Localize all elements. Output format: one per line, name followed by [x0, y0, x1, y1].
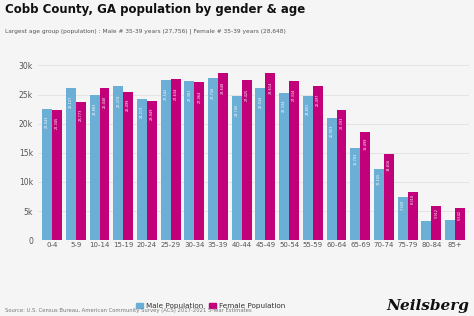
Text: Source: U.S. Census Bureau, American Community Survey (ACS) 2017-2021 5-Year Est: Source: U.S. Census Bureau, American Com… [5, 308, 252, 313]
Bar [218, 73, 228, 240]
Bar [194, 82, 204, 240]
Text: 24,745: 24,745 [235, 103, 239, 116]
Bar [100, 88, 109, 240]
Text: 26,034: 26,034 [258, 96, 263, 108]
Text: 27,634: 27,634 [173, 87, 178, 100]
Text: 22,543: 22,543 [45, 115, 49, 128]
Text: 14,816: 14,816 [387, 158, 391, 171]
Bar [76, 102, 86, 240]
Text: 23,773: 23,773 [79, 109, 83, 121]
Text: Cobb County, GA population by gender & age: Cobb County, GA population by gender & a… [5, 3, 305, 16]
Text: 23,949: 23,949 [150, 108, 154, 120]
Text: 27,542: 27,542 [164, 88, 168, 100]
Text: 22,393: 22,393 [339, 116, 344, 129]
Bar [374, 169, 384, 240]
Text: Largest age group (population) : Male # 35-39 years (27,756) | Female # 35-39 ye: Largest age group (population) : Male # … [5, 28, 286, 34]
Text: 26,127: 26,127 [69, 95, 73, 108]
Bar [232, 96, 242, 240]
Bar [360, 132, 370, 240]
Text: 28,648: 28,648 [221, 82, 225, 94]
Text: 28,614: 28,614 [268, 82, 273, 94]
Text: 26,048: 26,048 [102, 96, 107, 108]
Text: 27,064: 27,064 [197, 90, 201, 103]
Bar [431, 206, 441, 240]
Text: 27,756: 27,756 [211, 87, 215, 99]
Text: 25,334: 25,334 [282, 100, 286, 112]
Text: 20,903: 20,903 [329, 125, 334, 137]
Bar [184, 81, 194, 240]
Bar [327, 118, 337, 240]
Bar [398, 198, 408, 240]
Text: 27,425: 27,425 [245, 88, 249, 101]
Text: 26,497: 26,497 [316, 94, 320, 106]
Text: 26,374: 26,374 [116, 94, 120, 106]
Text: 15,783: 15,783 [353, 153, 357, 165]
Bar [265, 73, 275, 240]
Bar [445, 220, 455, 240]
Bar [52, 110, 62, 240]
Text: 5,912: 5,912 [434, 207, 438, 217]
Text: 8,318: 8,318 [410, 194, 415, 204]
Text: 27,381: 27,381 [187, 88, 191, 101]
Text: Neilsberg: Neilsberg [386, 299, 469, 313]
Text: 24,219: 24,219 [140, 106, 144, 118]
Text: 7,349: 7,349 [401, 199, 405, 210]
Bar [123, 92, 133, 240]
Text: 18,499: 18,499 [363, 138, 367, 150]
Bar [337, 110, 346, 240]
Bar [137, 99, 147, 240]
Bar [313, 86, 323, 240]
Bar [208, 78, 218, 240]
Bar [242, 80, 252, 240]
Bar [408, 192, 418, 240]
Bar [384, 154, 394, 240]
Bar [289, 81, 299, 240]
Legend: Male Population, Female Population: Male Population, Female Population [133, 300, 288, 312]
Bar [161, 80, 171, 240]
Text: 22,345: 22,345 [55, 117, 59, 129]
Bar [350, 148, 360, 240]
Bar [279, 93, 289, 240]
Bar [303, 96, 313, 240]
Bar [255, 88, 265, 240]
Bar [113, 87, 123, 240]
Text: 24,801: 24,801 [306, 103, 310, 115]
Bar [90, 95, 100, 240]
Text: 24,883: 24,883 [92, 102, 97, 115]
Text: 12,165: 12,165 [377, 173, 381, 185]
Bar [171, 79, 181, 240]
Bar [421, 221, 431, 240]
Text: 25,499: 25,499 [126, 99, 130, 112]
Bar [147, 100, 157, 240]
Text: 5,542: 5,542 [458, 210, 462, 220]
Bar [66, 88, 76, 240]
Bar [455, 208, 465, 240]
Text: 27,334: 27,334 [292, 89, 296, 101]
Bar [42, 109, 52, 240]
